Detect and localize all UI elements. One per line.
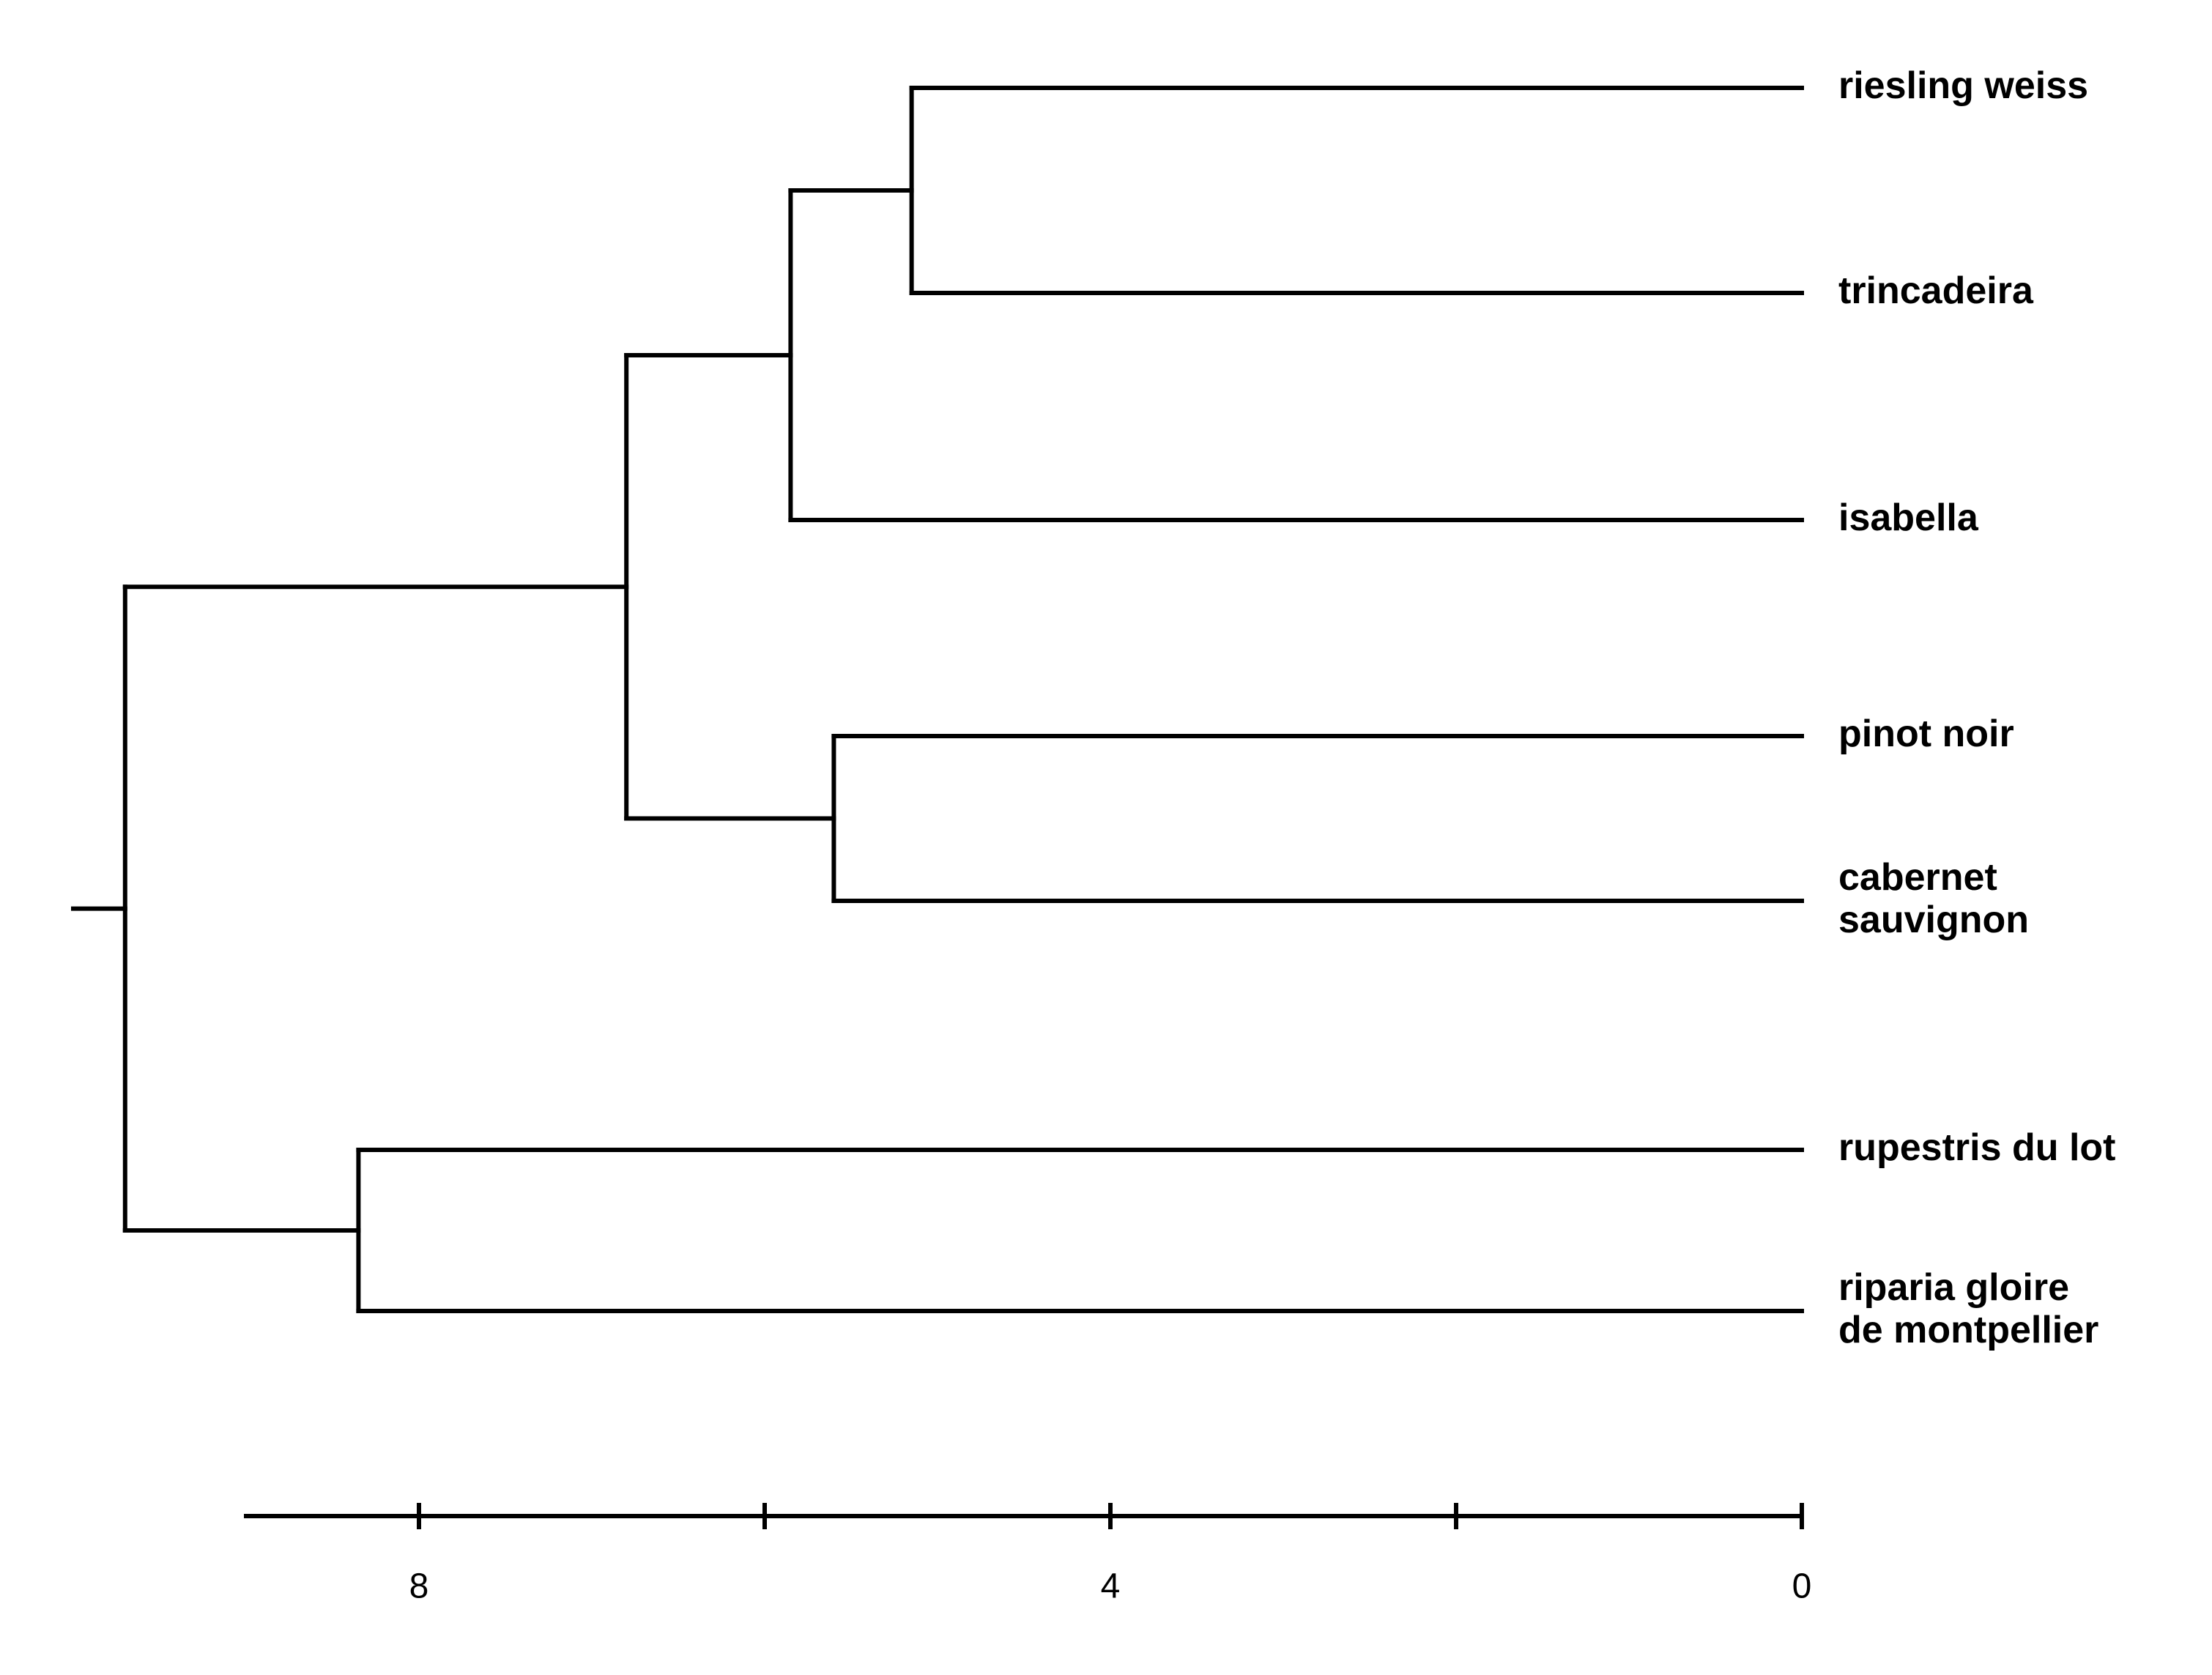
leaf-label-riparia: riparia gloirede montpellier [1838,1266,2098,1351]
leaf-label-line: riesling weiss [1838,64,2088,107]
leaf-label-trincadeira: trincadeira [1838,270,2034,312]
leaf-label-line: isabella [1838,497,1979,539]
leaf-label-line: rupestris du lot [1838,1126,2115,1169]
leaf-label-line: riparia gloire [1838,1266,2069,1309]
dendrogram-canvas: riesling weiss trincadeira isabella pinot n… [0,0,2212,1675]
leaf-label-pinot: pinot noir [1838,713,2014,755]
leaf-labels: riesling weiss trincadeira isabella pinot n… [1838,64,2115,1351]
leaf-label-line: de montpellier [1838,1309,2098,1351]
axis-tick-label: 0 [1792,1567,1812,1606]
axis-tick-label: 4 [1101,1567,1121,1606]
axis-tick-label: 8 [409,1567,429,1606]
leaf-label-line: cabernet [1838,856,1997,899]
leaf-label-line: sauvignon [1838,899,2029,941]
leaf-label-line: pinot noir [1838,713,2014,755]
leaf-label-isabella: isabella [1838,497,1979,539]
leaf-label-line: trincadeira [1838,270,2034,312]
dendrogram-lines [73,88,1802,1516]
distance-axis: 0 4 8 [246,1503,1811,1606]
leaf-label-riesling: riesling weiss [1838,64,2088,107]
leaf-label-cabernet: cabernetsauvignon [1838,856,2029,941]
leaf-label-rupestris: rupestris du lot [1838,1126,2115,1169]
